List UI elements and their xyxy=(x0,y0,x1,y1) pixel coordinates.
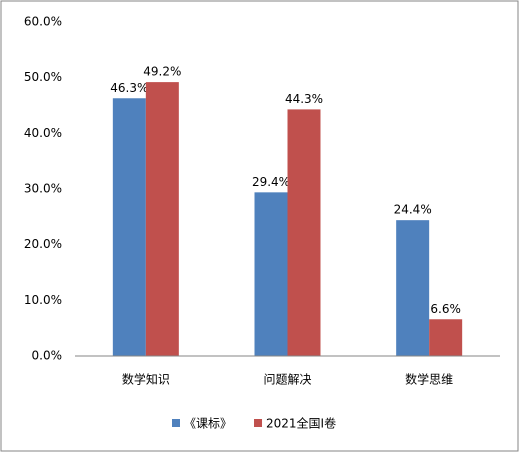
value-label: 49.2% xyxy=(143,65,181,79)
bar xyxy=(396,220,430,356)
x-tick-label: 数学知识 xyxy=(122,372,170,387)
y-tick-label: 50.0% xyxy=(24,70,62,84)
bar xyxy=(429,319,463,356)
legend-label: 2021全国Ⅰ卷 xyxy=(266,416,336,431)
value-label: 44.3% xyxy=(285,92,323,106)
y-tick-label: 40.0% xyxy=(24,126,62,140)
legend-swatch xyxy=(172,419,180,427)
bar xyxy=(254,192,288,356)
x-tick-label: 数学思维 xyxy=(405,372,453,387)
y-tick-label: 10.0% xyxy=(24,293,62,307)
y-tick-label: 60.0% xyxy=(24,15,62,29)
value-label: 46.3% xyxy=(110,81,148,95)
value-label: 6.6% xyxy=(430,302,461,316)
bar xyxy=(287,109,321,356)
legend-label: 《课标》 xyxy=(184,417,232,431)
legend-swatch xyxy=(254,419,263,427)
y-tick-label: 20.0% xyxy=(24,237,62,251)
value-label: 24.4% xyxy=(394,203,432,217)
x-tick-label: 问题解决 xyxy=(263,373,311,387)
bar xyxy=(145,82,179,357)
bar xyxy=(112,98,146,356)
y-tick-label: 0.0% xyxy=(32,349,63,363)
value-label: 29.4% xyxy=(252,175,290,189)
y-tick-label: 30.0% xyxy=(24,182,62,196)
